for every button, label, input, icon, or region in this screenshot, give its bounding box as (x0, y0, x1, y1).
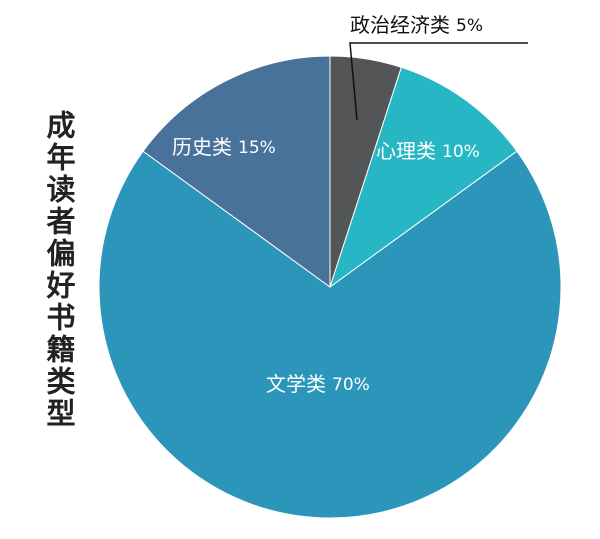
slice-label: 历史类 15% (172, 135, 276, 159)
slice-value-label: 5% (456, 16, 483, 36)
pie-slice (142, 55, 331, 288)
slice-value-label: 10% (442, 142, 480, 162)
pie-slice (98, 150, 562, 519)
slice-label: 政治经济类 5% (350, 13, 483, 37)
slice-category: 历史类 (172, 135, 232, 159)
leader-line (349, 42, 528, 121)
slice-value-label: 15% (238, 138, 276, 158)
slice-category: 文学类 (266, 372, 326, 396)
slice-category: 政治经济类 (350, 13, 450, 37)
slice-label: 文学类 70% (266, 372, 370, 396)
slice-label: 心理类 10% (376, 139, 480, 163)
pie-slice (329, 66, 518, 289)
slice-category: 心理类 (376, 139, 436, 163)
slice-value-label: 70% (332, 375, 370, 395)
chart-title: 成年读者偏好书籍类型 (42, 110, 76, 430)
